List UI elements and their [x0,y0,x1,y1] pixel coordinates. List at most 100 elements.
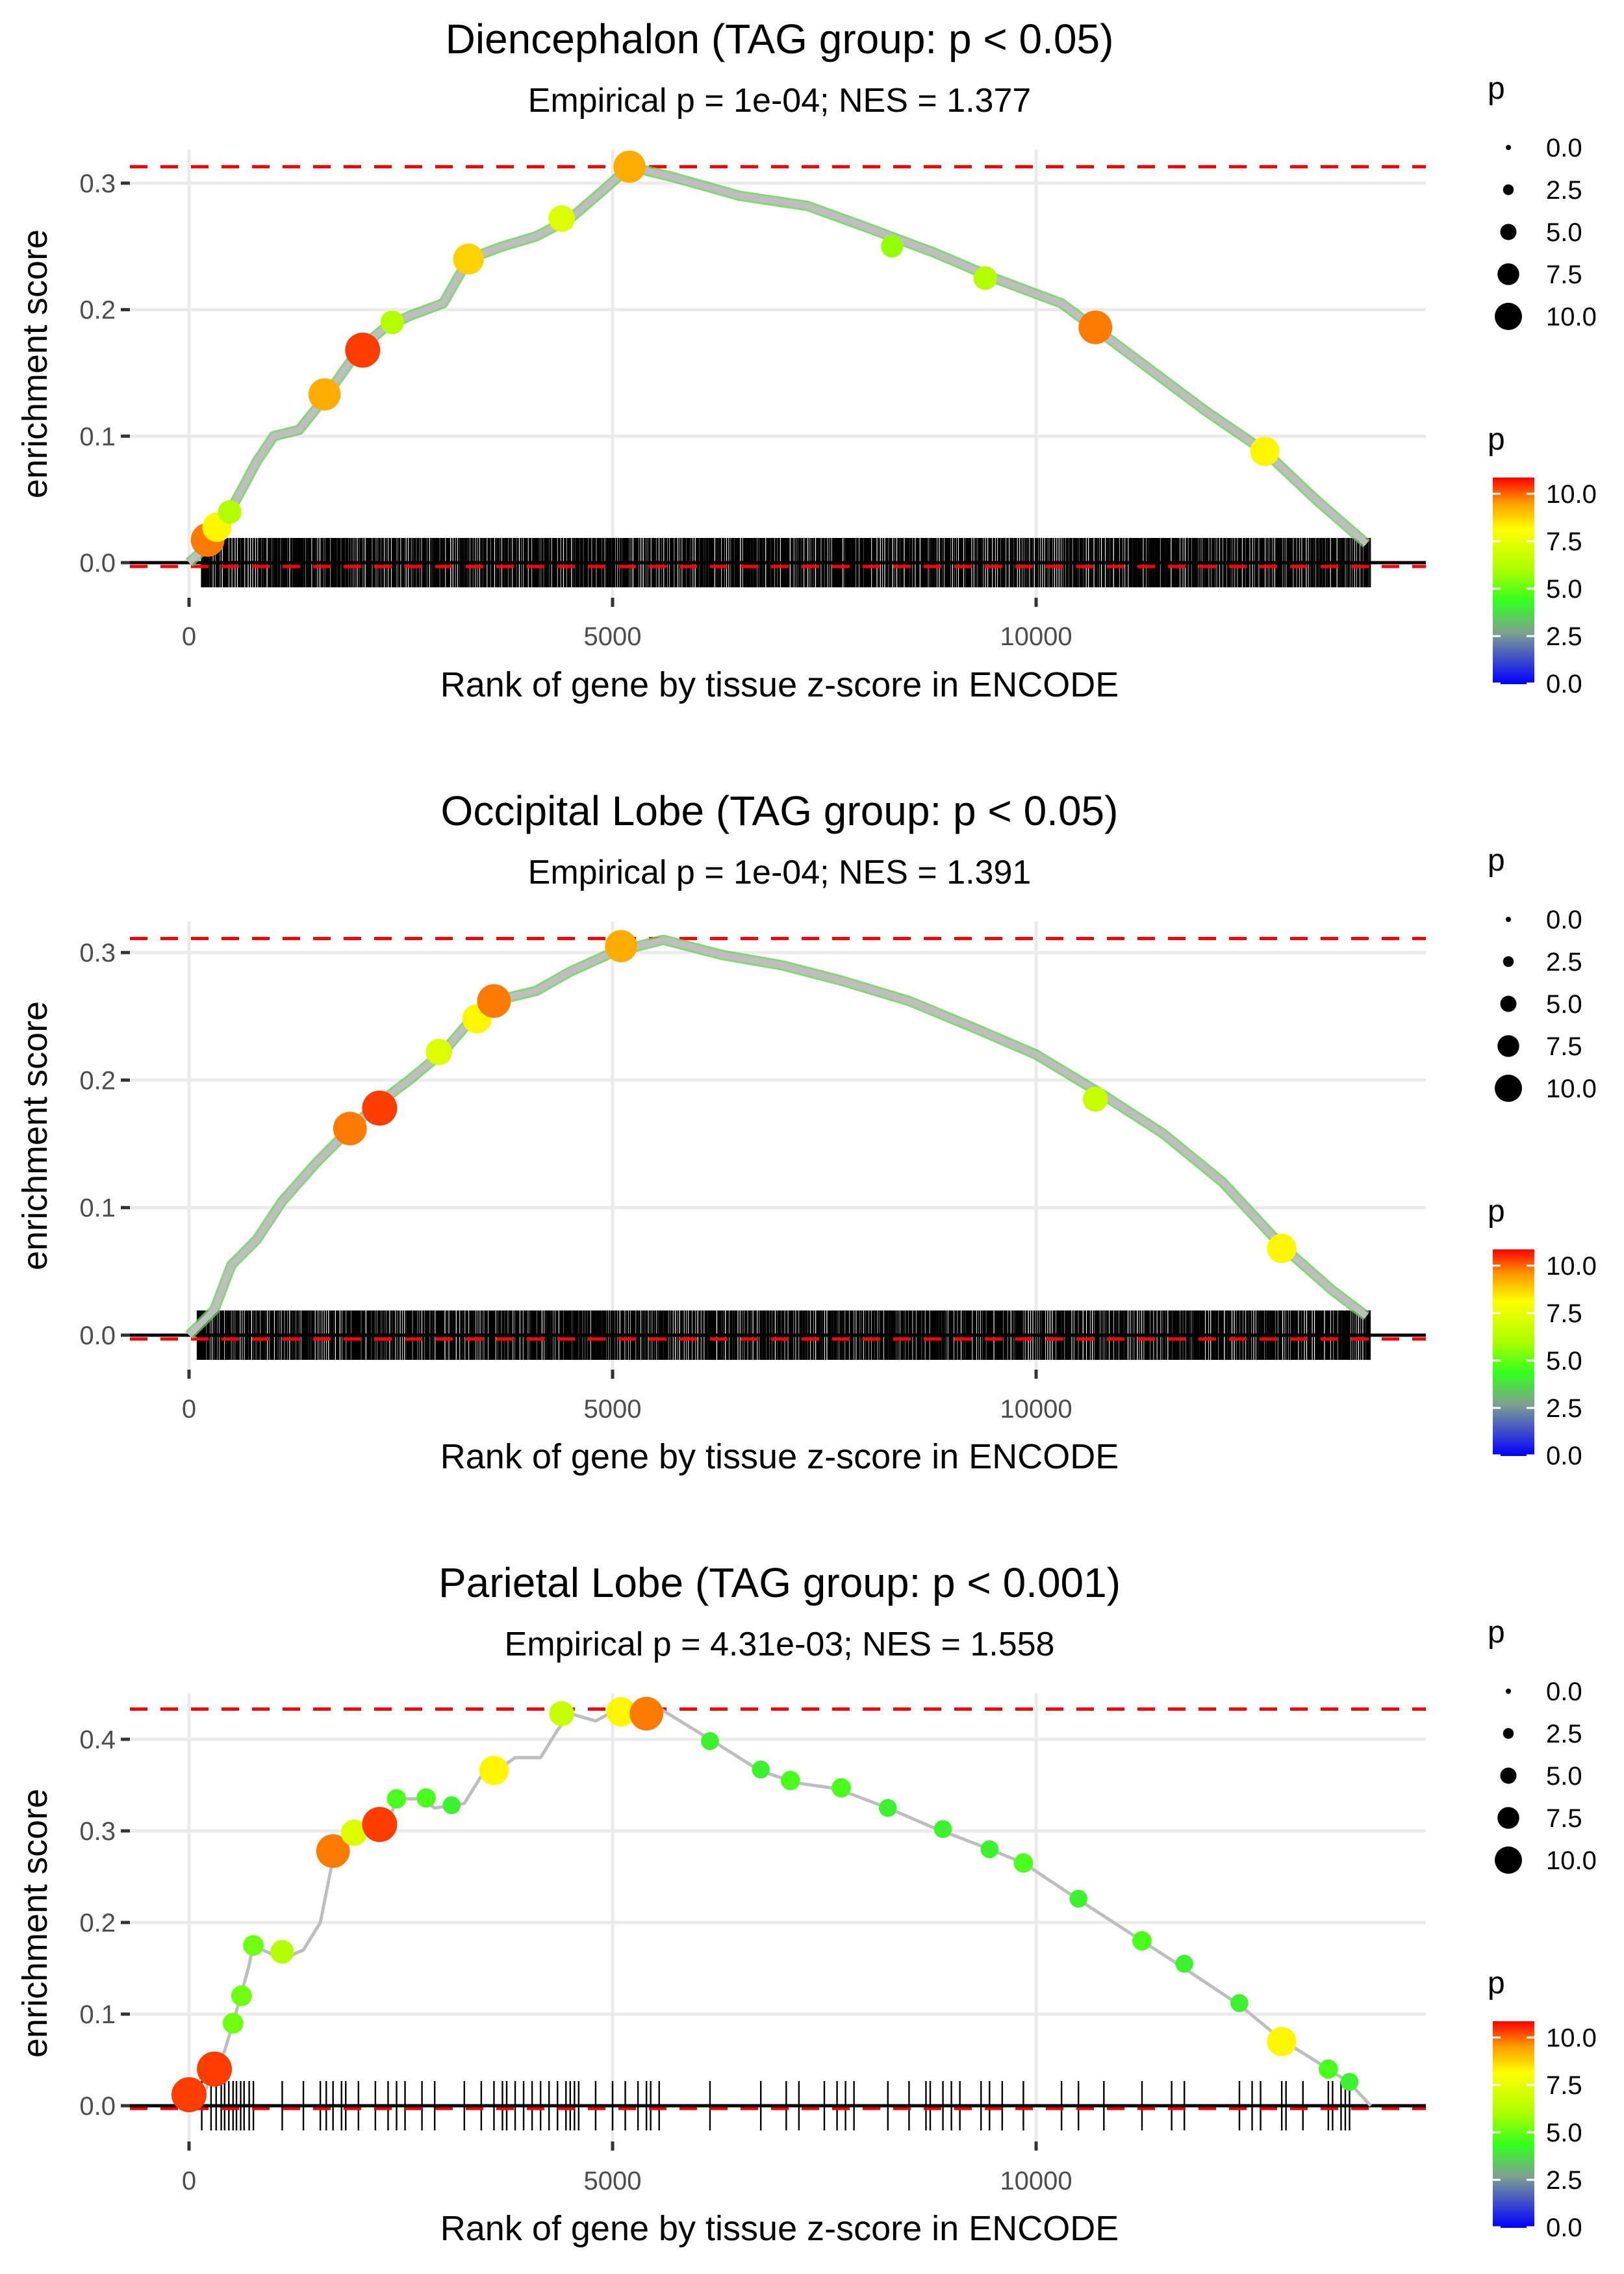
gene-point [442,1796,461,1815]
x-tick-label: 0 [182,622,196,651]
size-legend-dot [1495,1075,1522,1102]
y-tick-label: 0.2 [79,1066,116,1095]
panel-title: Diencephalon (TAG group: p < 0.05) [446,16,1114,62]
x-axis: 0 5000 10000 [182,2141,1072,2195]
colorbar-label: 5.0 [1546,575,1582,604]
x-tick-label: 5000 [584,622,642,651]
x-axis-label: Rank of gene by tissue z-score in ENCODE [440,665,1119,704]
panel-title: Parietal Lobe (TAG group: p < 0.001) [438,1559,1121,1606]
size-legend-dot [1506,917,1511,922]
x-tick-label: 0 [182,1395,196,1424]
gene-point [380,310,405,335]
panel-parietal-lobe: Parietal Lobe (TAG group: p < 0.001) Emp… [16,1559,1426,2248]
running-es-line [188,1706,1372,2108]
gene-point [780,1770,800,1791]
gridlines [130,1693,1426,2141]
gene-point [879,1798,897,1817]
y-axis: 0.0 0.1 0.2 0.3 [79,939,130,1350]
gene-point [1078,310,1113,344]
gene-point [1175,1954,1193,1973]
size-legend-title: p [1488,843,1505,878]
color-legend: 10.0 7.5 5.0 2.5 0.0 [1493,2021,1597,2242]
size-legend-dot [1500,1767,1517,1784]
size-legend-label: 2.5 [1546,176,1582,205]
x-tick-label: 10000 [1000,1395,1072,1424]
panel-diencephalon: Diencephalon (TAG group: p < 0.05) Empir… [16,16,1426,704]
colorbar-label: 5.0 [1546,1347,1582,1375]
colorbar-label: 10.0 [1546,480,1597,509]
x-axis: 0 5000 10000 [182,1370,1072,1424]
x-axis-label: Rank of gene by tissue z-score in ENCODE [440,2209,1119,2248]
gene-point [477,984,511,1018]
size-legend-label: 5.0 [1546,218,1582,247]
x-tick-label: 5000 [584,1395,642,1424]
size-legend-dot [1506,145,1511,150]
x-axis: 0 5000 10000 [182,598,1072,651]
colorbar-gradient [1493,1249,1534,1456]
y-tick-label: 0.3 [79,170,116,198]
size-legend-title: p [1488,71,1505,106]
gene-point [308,378,341,411]
size-legend-label: 0.0 [1546,906,1582,934]
legend-panel-2: p 0.0 2.5 5.0 7.5 10.0 p 10.0 7.5 5.0 2.5 0.0 [1488,843,1597,1470]
size-legend-label: 10.0 [1546,1075,1597,1103]
size-legend-dot [1497,1807,1519,1829]
gene-point [613,150,646,183]
size-legend-label: 7.5 [1546,1032,1582,1061]
gene-point [549,1701,575,1726]
panel-title: Occipital Lobe (TAG group: p < 0.05) [441,787,1119,834]
gene-point [1230,1994,1249,2012]
gene-point [479,1756,509,1785]
color-legend: 10.0 7.5 5.0 2.5 0.0 [1493,478,1597,698]
gene-point [1013,1853,1034,1873]
color-legend: 10.0 7.5 5.0 2.5 0.0 [1493,1249,1597,1470]
gene-point [881,235,904,258]
gene-point [606,1697,636,1727]
gene-point [605,930,637,963]
gene-point [316,1834,350,1868]
colorbar-label: 7.5 [1546,1299,1582,1328]
size-legend-label: 5.0 [1546,1762,1582,1791]
size-legend-label: 5.0 [1546,990,1582,1019]
gene-point [333,1112,367,1145]
x-tick-label: 10000 [1000,2167,1072,2195]
size-legend-dot [1503,1728,1514,1739]
color-legend-title: p [1488,1966,1505,2000]
gene-point [340,1819,368,1846]
colorbar-label: 2.5 [1546,2166,1582,2195]
gene-point [270,1939,294,1964]
colorbar-label: 10.0 [1546,2024,1597,2052]
gene-point [218,500,242,524]
size-legend-label: 10.0 [1546,1846,1597,1875]
enrichment-points [171,1696,1372,2113]
gene-point [933,1820,952,1838]
y-tick-label: 0.0 [79,1322,116,1350]
colorbar-label: 0.0 [1546,2214,1582,2242]
colorbar-label: 0.0 [1546,670,1582,698]
running-es-line [186,936,1369,1338]
size-legend-dot [1497,263,1519,285]
size-legend-dot [1495,303,1522,330]
size-legend-title: p [1488,1615,1505,1650]
gene-point [1267,1233,1297,1264]
x-tick-label: 0 [182,2167,196,2195]
colorbar-label: 7.5 [1546,528,1582,556]
panel-subtitle: Empirical p = 1e-04; NES = 1.377 [528,82,1032,120]
y-tick-label: 0.4 [79,1726,116,1754]
colorbar-gradient [1493,478,1534,684]
y-tick-label: 0.3 [79,1817,116,1846]
gene-point [1318,2059,1338,2079]
reference-lines [130,165,1426,568]
size-legend-label: 7.5 [1546,1804,1582,1833]
y-tick-label: 0.3 [79,939,116,967]
enrichment-points [185,150,1370,567]
reference-lines [130,937,1426,1341]
colorbar-label: 2.5 [1546,1394,1582,1423]
gene-point [453,244,485,275]
y-axis-label: enrichment score [16,229,55,498]
size-legend-label: 2.5 [1546,948,1582,977]
y-tick-label: 0.0 [79,2092,116,2121]
gene-point [831,1778,851,1798]
y-tick-label: 0.1 [79,1194,116,1223]
